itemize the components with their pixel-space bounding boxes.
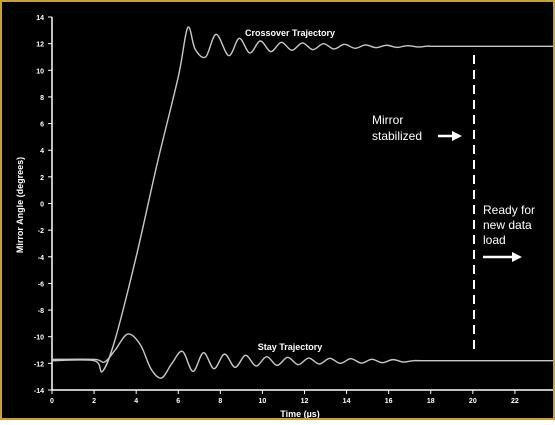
ready-line1: Ready for <box>483 203 535 217</box>
x-tick-label: 10 <box>259 398 267 405</box>
x-tick-label: 6 <box>176 398 180 405</box>
y-tick-label: 12 <box>36 42 44 49</box>
ready-line2: new data <box>483 218 532 232</box>
y-tick-label: 2 <box>40 175 44 182</box>
ready-arrow <box>483 252 522 262</box>
y-axis-label: Mirror Angle (degrees) <box>15 157 25 253</box>
x-tick-label: 2 <box>92 398 96 405</box>
x-tick-label: 12 <box>301 398 309 405</box>
x-axis-label: Time (µs) <box>280 409 320 419</box>
x-tick-label: 22 <box>511 398 519 405</box>
y-tick-label: -10 <box>34 335 44 342</box>
annotations: Crossover Trajectory Stay Trajectory Mir… <box>245 28 535 355</box>
y-tick-label: 0 <box>40 202 44 209</box>
y-tick-label: -6 <box>38 281 44 288</box>
x-tick-label: 4 <box>134 398 138 405</box>
y-tick-label: -12 <box>34 361 44 368</box>
crossover-label: Crossover Trajectory <box>245 28 335 38</box>
x-tick-label: 0 <box>50 398 54 405</box>
y-tick-label: -14 <box>34 388 44 395</box>
series-group <box>51 26 555 379</box>
y-tick-label: 6 <box>40 122 44 129</box>
y-tick-label: 4 <box>40 148 44 155</box>
mirror-stabilized-line1: Mirror <box>372 113 403 127</box>
stay-trajectory-line <box>51 333 555 379</box>
y-tick-label: 14 <box>36 15 44 22</box>
x-tick-label: 18 <box>427 398 435 405</box>
y-tick-label: -2 <box>38 228 44 235</box>
y-tick-label: 10 <box>36 68 44 75</box>
y-tick-label: 8 <box>40 95 44 102</box>
x-tick-label: 20 <box>469 398 477 405</box>
mirror-stabilized-line2: stabilized <box>372 129 422 143</box>
y-tick-label: -4 <box>38 255 44 262</box>
mirror-stabilized-arrow <box>438 131 462 141</box>
x-tick-label: 16 <box>385 398 393 405</box>
stay-label: Stay Trajectory <box>258 342 323 352</box>
x-tick-label: 14 <box>343 398 351 405</box>
x-tick-label: 8 <box>218 398 222 405</box>
crossover-trajectory-line <box>51 26 555 373</box>
y-tick-label: -8 <box>38 308 44 315</box>
ready-line3: load <box>483 233 506 247</box>
